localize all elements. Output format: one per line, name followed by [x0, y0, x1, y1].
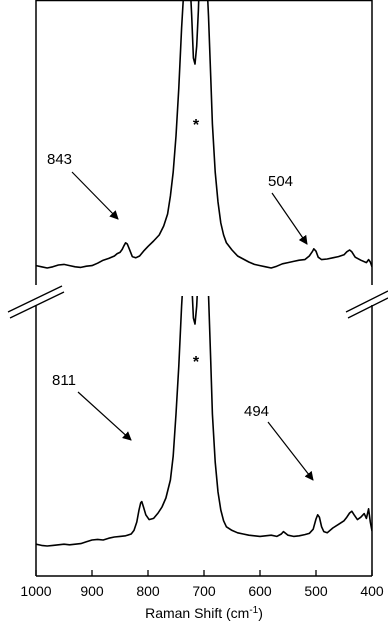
solvent-marker-lower: *	[193, 354, 200, 371]
peak-arrow-494	[267, 421, 314, 481]
x-tick-label-1000: 1000	[20, 583, 51, 599]
annotation-843: 843	[47, 151, 119, 220]
axis-break-right	[345, 290, 388, 319]
x-ticks: 1000 900 800 700 600 500 400	[20, 570, 384, 599]
spectrum-line-lower	[36, 296, 372, 547]
x-tick-label-400: 400	[360, 583, 384, 599]
x-tick-label-700: 700	[192, 583, 216, 599]
peak-label-811: 811	[52, 372, 76, 389]
x-tick-label-500: 500	[304, 583, 328, 599]
peak-label-843: 843	[47, 151, 72, 168]
annotation-494: 494	[244, 403, 314, 481]
peak-label-494: 494	[244, 403, 269, 420]
annotation-504: 504	[268, 173, 308, 245]
peak-arrow-843	[71, 171, 119, 220]
plot-frame	[35, 0, 373, 577]
spectrum-line-upper	[36, 0, 372, 269]
x-tick-label-800: 800	[136, 583, 160, 599]
spectrum-upper	[36, 0, 372, 269]
axis-break-left	[7, 285, 65, 319]
x-axis-title: Raman Shift (cm-1)	[145, 605, 263, 621]
peak-arrow-504	[271, 192, 308, 245]
x-tick-label-900: 900	[80, 583, 104, 599]
annotation-811: 811	[52, 372, 132, 441]
spectrum-lower	[36, 296, 372, 547]
x-tick-label-600: 600	[248, 583, 272, 599]
peak-arrow-811	[77, 391, 132, 441]
solvent-marker-upper: *	[193, 117, 200, 134]
peak-label-504: 504	[268, 173, 293, 190]
